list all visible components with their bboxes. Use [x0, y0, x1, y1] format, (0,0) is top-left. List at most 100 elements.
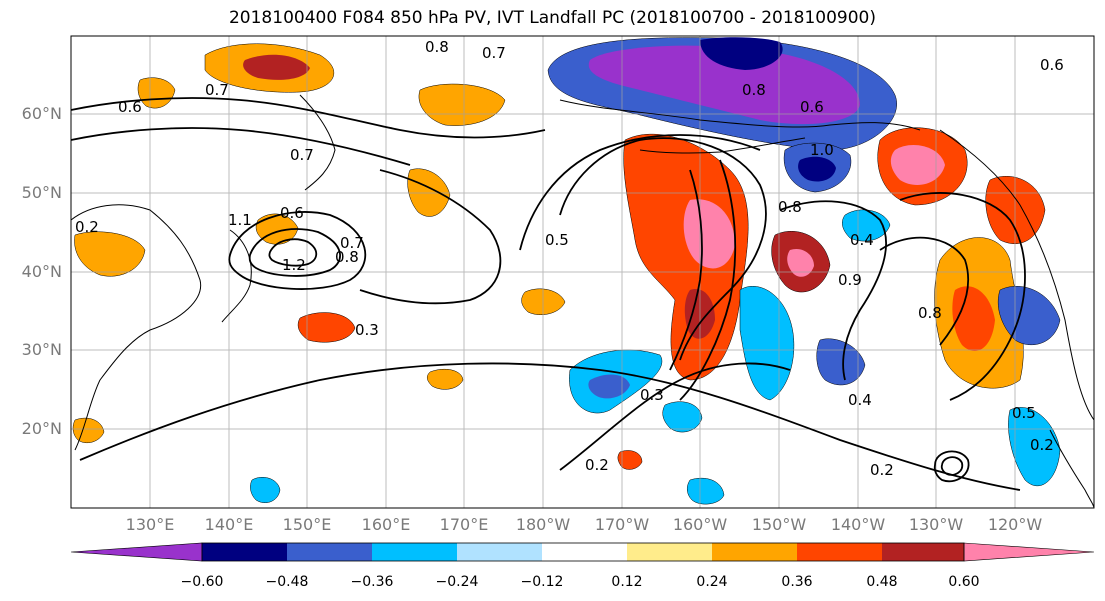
colorbar-swatch-1	[202, 543, 287, 561]
colorbar-tick-label: 0.36	[781, 574, 813, 590]
lon-label-140e: 140°E	[204, 515, 254, 534]
colorbar-tick-label: −0.60	[180, 574, 224, 590]
lon-label-130e: 130°E	[125, 515, 175, 534]
shade-central-positive	[623, 133, 749, 381]
contour-tc-1	[933, 450, 970, 483]
lon-label-160w: 160°W	[672, 515, 728, 534]
shade-pac-positive-2	[297, 312, 356, 343]
contour-label: 0.7	[340, 234, 364, 252]
colorbar-tick-label: −0.24	[435, 574, 479, 590]
map-frame	[70, 35, 1095, 509]
contour-japan-low-3	[268, 238, 318, 267]
na-coast	[939, 129, 1095, 421]
lon-label-150e: 150°E	[282, 515, 332, 534]
colorbar-frame	[201, 542, 965, 562]
aleutian-chain	[639, 137, 806, 154]
asia-coast	[70, 204, 202, 451]
contour-label: 0.3	[640, 386, 664, 404]
contour-label: 0.2	[75, 218, 99, 236]
contour-label: 0.7	[482, 44, 506, 62]
colorbar-tick-label: 0.60	[948, 574, 980, 590]
contour-label: 0.6	[280, 204, 304, 222]
lon-label-170e: 170°E	[439, 515, 489, 534]
contour-trough-2	[679, 159, 737, 401]
contour-east-1	[779, 200, 887, 381]
colorbar-swatch-9	[882, 543, 964, 561]
contour-ridge-1	[559, 137, 767, 361]
contour-label: 0.8	[778, 198, 802, 216]
contour-label: 0.2	[585, 456, 609, 474]
contour-tc-2	[940, 456, 964, 476]
shade-kamchatka-core	[243, 54, 310, 80]
lon-label-150w: 150°W	[751, 515, 807, 534]
contour-japan-low-2	[248, 228, 341, 277]
contour-label: 0.8	[742, 81, 766, 99]
contour-label: 0.5	[545, 231, 569, 249]
mexico-coast	[1049, 429, 1095, 509]
contour-label: 0.2	[1030, 436, 1054, 454]
map-area: 0.8 0.7 0.7 0.6 0.7 1.1 0.6 0.8 1.2 0.7 …	[70, 35, 1095, 509]
ivt-contours	[70, 97, 1026, 491]
contour-label: 0.4	[850, 231, 874, 249]
colorbar-swatch-2	[287, 543, 372, 561]
shade-tropic-negative-3	[687, 477, 725, 505]
lon-label-160e: 160°E	[361, 515, 411, 534]
shade-midpac-negative	[739, 286, 795, 401]
contour-label: 0.4	[848, 391, 872, 409]
contour-ridge-2	[519, 134, 761, 251]
contour-label: 0.8	[918, 304, 942, 322]
contour-label: 0.8	[425, 38, 449, 56]
kamchatka-coast	[299, 94, 336, 191]
shade-subtropic-core	[588, 374, 630, 399]
shade-gulf-alaska-core	[890, 145, 945, 185]
lat-label-60n: 60°N	[21, 104, 62, 123]
contour-label: 1.0	[810, 141, 834, 159]
shade-okhotsk-positive	[418, 83, 506, 126]
contour-low-lat-2	[559, 362, 791, 471]
colorbar-swatch-7	[712, 543, 797, 561]
shade-west-coast-core	[952, 286, 995, 352]
contour-north-2	[70, 127, 411, 166]
shade-china-positive	[74, 231, 146, 277]
lat-label-30n: 30°N	[21, 340, 62, 359]
lat-label-40n: 40°N	[21, 262, 62, 281]
colorbar-swatch-5	[542, 543, 627, 561]
japan-coast	[221, 229, 252, 323]
contour-label: 0.7	[290, 146, 314, 164]
contour-label: 1.2	[282, 256, 306, 274]
shade-east-core	[787, 248, 814, 277]
shade-siberia-positive	[137, 77, 176, 109]
contour-east-3	[899, 192, 1026, 401]
lon-label-180w: 180°W	[515, 515, 571, 534]
contour-japan-low	[228, 211, 367, 290]
alaska-coast	[559, 99, 921, 131]
shade-tropic-negative-2	[662, 401, 703, 433]
contour-labels: 0.8 0.7 0.7 0.6 0.7 1.1 0.6 0.8 1.2 0.7 …	[75, 38, 1064, 479]
map-title: 2018100400 F084 850 hPa PV, IVT Landfall…	[228, 8, 876, 28]
shade-tropic-positive-2	[617, 450, 643, 470]
colorbar-tick-label: 0.24	[696, 574, 728, 590]
contour-label: 1.1	[228, 211, 252, 229]
contour-label: 0.3	[355, 321, 379, 339]
contour-north-1	[70, 97, 546, 139]
shade-central-core	[683, 199, 735, 269]
colorbar-tick-label: 0.48	[866, 574, 898, 590]
colorbar-swatch-4	[457, 543, 542, 561]
colorbar-tick-label: −0.36	[350, 574, 394, 590]
contour-label: 0.6	[118, 98, 142, 116]
contour-mid-1	[359, 169, 502, 305]
colorbar-swatch-8	[797, 543, 882, 561]
contour-label: 0.6	[1040, 56, 1064, 74]
colorbar-swatch-3	[372, 543, 457, 561]
contour-east-2	[879, 236, 970, 346]
colorbar-swatch-10	[963, 542, 1095, 562]
coastlines	[70, 94, 1095, 509]
contour-label: 0.8	[335, 248, 359, 266]
colorbar-tick-label: −0.12	[520, 574, 564, 590]
shade-arctic-strong	[588, 45, 860, 125]
colorbar-swatch-6	[627, 543, 712, 561]
shade-alaska-dark	[700, 37, 783, 70]
shade-tropic-negative	[250, 477, 281, 503]
shade-eastpac-blue	[1008, 407, 1061, 486]
